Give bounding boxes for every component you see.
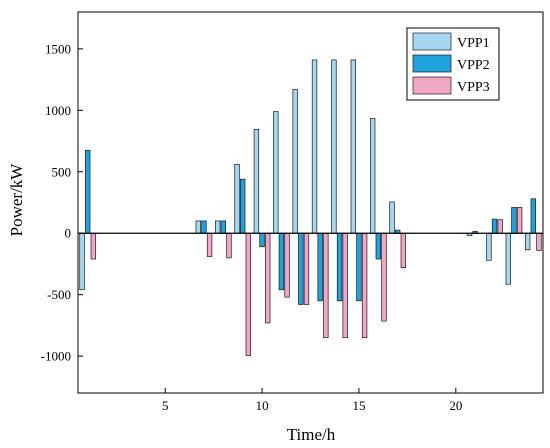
bar-vpp3-t14: [342, 232, 348, 339]
bar-vpp3-t10: [265, 232, 271, 324]
bar-vpp1-t16: [369, 117, 376, 234]
legend: VPP1 VPP2 VPP3: [406, 27, 500, 101]
bar-vpp3-t1: [90, 232, 97, 260]
bar-vpp1-t14: [331, 59, 337, 234]
bar-vpp1-t13: [311, 59, 318, 234]
legend-label-vpp3: VPP3: [457, 80, 490, 95]
bar-vpp2-t24: [530, 198, 536, 234]
y-tick-label-0: 0: [65, 226, 72, 241]
bar-vpp2-t15: [356, 232, 362, 302]
bar-vpp1-t24: [524, 232, 531, 251]
bar-vpp1-t23: [505, 232, 511, 285]
bar-vpp2-t12: [298, 232, 304, 305]
bar-vpp2-t1: [85, 149, 91, 234]
legend-label-vpp1: VPP1: [457, 36, 490, 51]
bar-vpp3-t9: [245, 232, 252, 356]
x-axis-title: Time/h: [287, 425, 336, 444]
bar-vpp1-t8: [214, 220, 221, 234]
bar-vpp2-t11: [278, 232, 285, 291]
x-tick-label-20: 20: [449, 398, 462, 413]
bar-vpp3-t17: [400, 232, 407, 268]
bar-vpp1-t9: [234, 164, 240, 234]
y-tick-label--1000: -1000: [41, 349, 71, 364]
bar-vpp3-t16: [381, 232, 387, 322]
bar-vpp3-t15: [361, 232, 368, 339]
bar-vpp1-t7: [195, 220, 201, 234]
x-tick-label-10: 10: [256, 398, 269, 413]
legend-swatch-vpp2: [412, 54, 452, 73]
bar-vpp2-t10: [259, 232, 265, 248]
bar-vpp1-t22: [486, 232, 492, 261]
legend-swatch-vpp1: [412, 32, 452, 51]
legend-swatch-vpp3: [412, 76, 452, 95]
x-tick-label-5: 5: [162, 398, 169, 413]
bar-vpp3-t22: [497, 219, 503, 234]
bar-vpp1-t17: [389, 201, 395, 234]
bar-vpp1-t15: [350, 59, 356, 234]
bar-vpp1-t12: [292, 89, 298, 234]
bar-vpp2-t7: [201, 220, 207, 234]
bar-vpp3-t23: [516, 207, 523, 234]
bar-vpp3-t11: [284, 232, 290, 298]
bar-vpp1-t11: [273, 111, 279, 234]
bar-vpp3-t8: [226, 232, 232, 259]
bars-group: [79, 59, 542, 356]
axes-group: [77, 11, 544, 394]
y-axis-title: Power/kW: [7, 163, 26, 237]
bar-vpp2-t16: [375, 232, 381, 260]
bar-vpp1-t10: [253, 129, 260, 234]
ticks-group: 5 10 15 20 -1000 -500 0 500 1000 1500: [41, 41, 463, 413]
x-tick-label-15: 15: [352, 398, 365, 413]
y-tick-label-500: 500: [52, 164, 72, 179]
legend-label-vpp2: VPP2: [457, 58, 490, 73]
bar-vpp3-t12: [303, 232, 310, 305]
bar-vpp3-t7: [206, 232, 213, 257]
bar-vpp2-t23: [511, 207, 517, 234]
y-tick-label-1500: 1500: [45, 41, 71, 56]
y-tick-label-1000: 1000: [45, 103, 71, 118]
y-tick-label--500: -500: [47, 287, 71, 302]
bar-vpp3-t24: [536, 232, 542, 251]
bar-vpp2-t9: [240, 178, 246, 234]
bar-vpp2-t8: [220, 220, 226, 234]
bar-vpp3-t13: [323, 232, 329, 339]
bar-vpp1-t1: [79, 232, 85, 291]
plot-frame: [77, 11, 544, 394]
bar-vpp2-t13: [317, 232, 323, 302]
bar-vpp2-t14: [336, 232, 343, 302]
bar-vpp2-t22: [491, 218, 498, 234]
